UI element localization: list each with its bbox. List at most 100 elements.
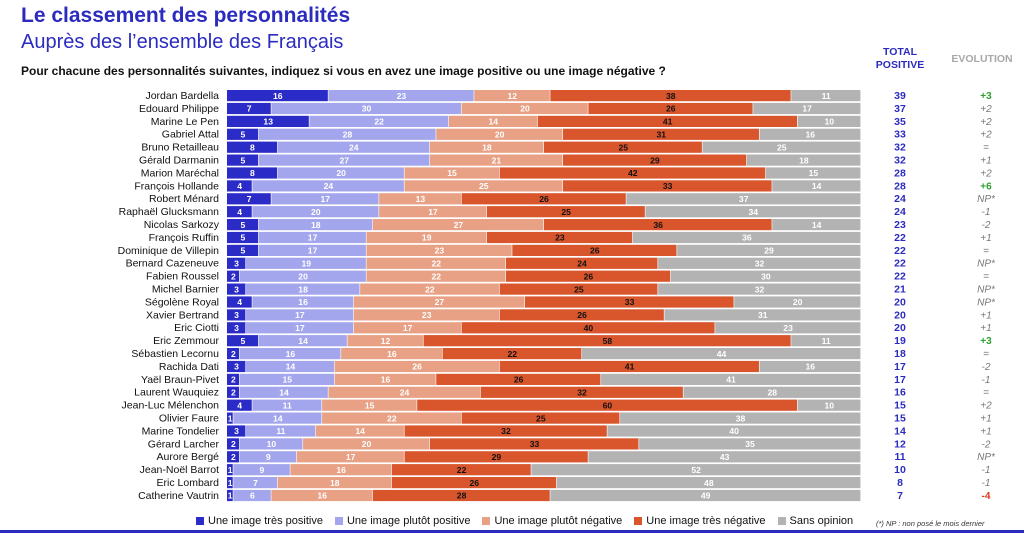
data-label-sans-opinion: 16	[805, 130, 815, 140]
total-positive-value: 15	[894, 400, 906, 412]
evolution-value: -2	[982, 220, 991, 231]
evolution-value: +1	[980, 233, 991, 244]
evolution-value: NP*	[977, 297, 996, 308]
data-label-plutot-positive: 17	[295, 310, 305, 320]
data-label-sans-opinion: 25	[777, 142, 787, 152]
data-label-tres-positive: 5	[240, 130, 245, 140]
data-label-plutot-positive: 17	[295, 323, 305, 333]
row-label: Nicolas Sarkozy	[144, 219, 220, 231]
bar-plutot-positive	[246, 360, 335, 373]
data-label-tres-positive: 4	[237, 400, 242, 410]
legend-item-plutot-negative: Une image plutôt négative	[482, 515, 622, 527]
data-label-plutot-positive: 22	[374, 117, 384, 127]
row-label: Gérald Darmanin	[139, 155, 219, 167]
data-label-plutot-positive: 30	[362, 104, 372, 114]
bar-sans-opinion	[759, 128, 861, 140]
evolution-value: =	[983, 388, 989, 399]
evolution-value: -1	[982, 207, 991, 218]
data-label-tres-negative: 42	[628, 168, 638, 178]
bar-plutot-negative	[353, 309, 500, 321]
data-label-tres-positive: 1	[228, 491, 233, 501]
bar-plutot-negative	[436, 128, 563, 140]
bar-sans-opinion	[639, 438, 861, 450]
bar-tres-negative	[505, 257, 658, 269]
bar-tres-negative	[461, 322, 715, 334]
row-label: Bernard Cazeneuve	[126, 258, 220, 270]
data-label-plutot-positive: 20	[311, 207, 321, 217]
data-label-plutot-positive: 16	[298, 297, 308, 307]
evolution-value: NP*	[977, 452, 996, 463]
data-label-sans-opinion: 30	[761, 271, 771, 281]
bar-plutot-negative	[328, 386, 480, 398]
evolution-value: +2	[980, 168, 992, 179]
page-title: Le classement des personnalités	[21, 4, 351, 27]
data-label-sans-opinion: 32	[755, 284, 765, 294]
data-label-plutot-negative: 25	[479, 181, 489, 191]
data-label-tres-negative: 32	[501, 426, 511, 436]
bar-tres-positive	[227, 219, 259, 231]
bar-sans-opinion	[772, 219, 861, 231]
data-label-plutot-positive: 17	[308, 246, 318, 256]
data-label-tres-negative: 22	[457, 465, 467, 475]
bar-sans-opinion	[658, 257, 861, 269]
data-label-plutot-negative: 15	[447, 168, 457, 178]
bar-tres-negative	[588, 102, 753, 115]
bar-tres-positive	[227, 244, 259, 256]
bar-tres-positive	[227, 438, 240, 450]
data-label-plutot-negative: 16	[317, 491, 327, 501]
data-label-tres-positive: 8	[250, 168, 255, 178]
data-label-tres-negative: 33	[625, 297, 635, 307]
data-label-plutot-negative: 24	[400, 388, 410, 398]
data-label-plutot-negative: 27	[435, 297, 445, 307]
bar-sans-opinion	[772, 180, 861, 192]
bar-tres-negative	[404, 425, 607, 437]
data-label-tres-negative: 41	[625, 362, 635, 372]
data-label-tres-positive: 5	[240, 220, 245, 230]
bar-tres-negative	[404, 451, 588, 463]
data-label-tres-positive: 5	[240, 336, 245, 346]
row-label: Laurent Wauquiez	[134, 387, 219, 399]
bar-plutot-positive	[246, 322, 354, 334]
bar-plutot-negative	[353, 296, 525, 308]
bar-tres-negative	[480, 386, 683, 398]
data-label-plutot-positive: 17	[308, 233, 318, 243]
data-label-tres-positive: 3	[234, 284, 239, 294]
total-positive-value: 33	[894, 129, 906, 141]
bar-tres-positive	[227, 141, 278, 153]
total-positive-value: 16	[894, 387, 906, 399]
evolution-value: +2	[980, 401, 992, 412]
data-label-tres-negative: 25	[574, 284, 584, 294]
data-label-plutot-positive: 23	[397, 91, 407, 101]
bar-plutot-positive	[258, 231, 366, 244]
data-label-plutot-negative: 22	[425, 284, 435, 294]
data-label-plutot-negative: 22	[431, 271, 441, 281]
data-label-tres-positive: 2	[231, 439, 236, 449]
row-label: Michel Barnier	[152, 284, 220, 296]
bar-plutot-positive	[328, 90, 474, 102]
data-label-tres-negative: 26	[584, 271, 594, 281]
data-label-plutot-positive: 14	[298, 336, 308, 346]
data-label-tres-negative: 38	[666, 91, 676, 101]
bar-plutot-positive	[258, 154, 430, 166]
data-label-sans-opinion: 16	[805, 362, 815, 372]
data-label-plutot-positive: 24	[349, 142, 359, 152]
bar-tres-positive	[227, 464, 233, 476]
row-label: François Hollande	[134, 180, 219, 192]
data-label-plutot-positive: 27	[340, 155, 350, 165]
data-label-sans-opinion: 40	[729, 426, 739, 436]
bar-tres-negative	[486, 206, 645, 218]
bar-plutot-positive	[258, 219, 373, 231]
data-label-plutot-positive: 19	[301, 259, 311, 269]
data-label-tres-positive: 1	[228, 413, 233, 423]
bar-sans-opinion	[759, 360, 861, 373]
evolution-value: +2	[980, 117, 992, 128]
bar-plutot-positive	[271, 193, 379, 205]
bar-sans-opinion	[626, 193, 861, 205]
bar-tres-positive	[227, 335, 259, 347]
total-positive-value: 22	[894, 271, 906, 283]
data-label-tres-positive: 4	[237, 207, 242, 217]
data-label-plutot-positive: 18	[298, 284, 308, 294]
evolution-value: -4	[982, 491, 991, 502]
total-positive-value: 20	[894, 309, 906, 321]
data-label-plutot-positive: 11	[276, 426, 285, 436]
